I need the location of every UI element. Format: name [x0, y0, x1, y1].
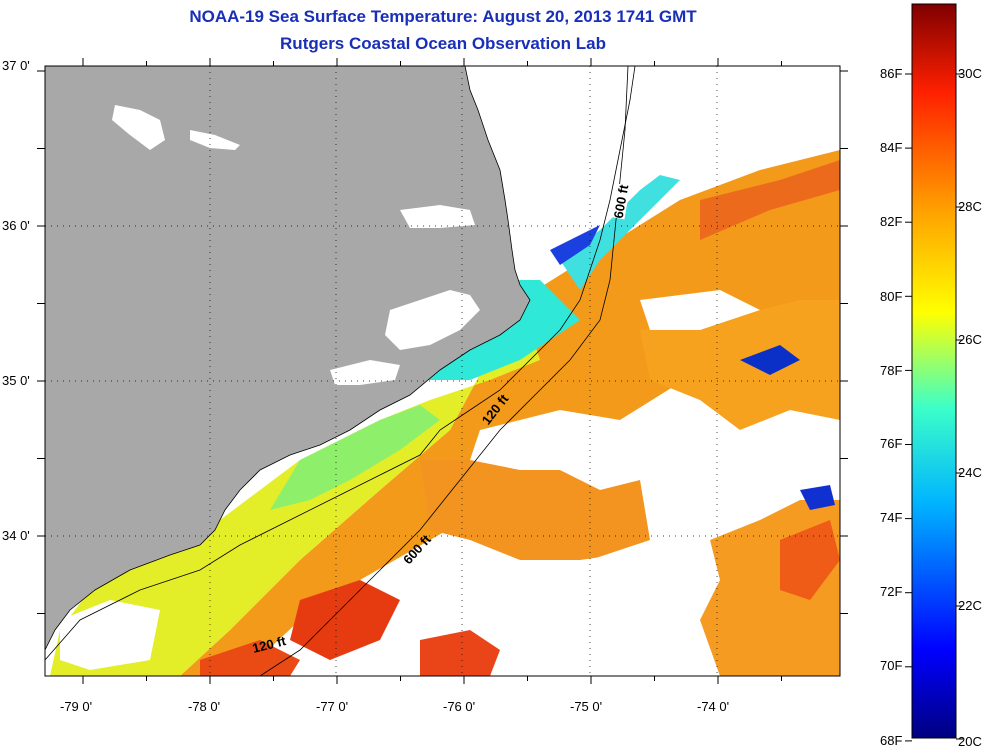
cloud-patch	[470, 410, 640, 470]
colorbar-ticks	[905, 73, 963, 742]
cloud-patch	[640, 290, 760, 330]
colorbar-c-label: 22C	[958, 598, 982, 613]
colorbar-f-label: 76F	[880, 436, 903, 451]
sst-hot-patch	[420, 630, 500, 676]
colorbar-f-label: 68F	[880, 733, 903, 748]
sst-hot-band	[700, 160, 840, 240]
cloud-patch	[540, 550, 700, 676]
lat-label: 34 0'	[2, 528, 30, 543]
colorbar-f-label: 70F	[880, 658, 903, 673]
albemarle-sound	[400, 205, 475, 228]
graticule	[45, 66, 840, 676]
lon-label: -78 0'	[188, 699, 221, 714]
colorbar-f-label: 86F	[880, 66, 903, 81]
colorbar	[911, 3, 957, 739]
colorbar-f-label: 82F	[880, 214, 903, 229]
colorbar-f-label: 80F	[880, 289, 903, 304]
colorbar-f-label: 84F	[880, 140, 903, 155]
colorbar-c-label: 26C	[958, 332, 982, 347]
lon-label: -79 0'	[60, 699, 93, 714]
colorbar-c-label: 30C	[958, 66, 982, 81]
lon-label: -76 0'	[443, 699, 476, 714]
colorbar-c-label: 20C	[958, 734, 982, 749]
lon-label: -77 0'	[316, 699, 349, 714]
colorbar-c-label: 24C	[958, 465, 982, 480]
colorbar-c-label: 28C	[958, 199, 982, 214]
inland-lake	[112, 105, 165, 150]
map-subtitle: Rutgers Coastal Ocean Observation Lab	[280, 34, 606, 53]
lat-label: 36 0'	[2, 218, 30, 233]
sst-gulfstream-edge	[560, 175, 680, 290]
map-frame	[44, 65, 841, 677]
lon-label: -74 0'	[697, 699, 730, 714]
sst-cold-blue	[550, 225, 600, 265]
lat-label: 37 0'	[2, 58, 30, 73]
colorbar-f-label: 78F	[880, 363, 903, 378]
colorbar-f-label: 74F	[880, 510, 903, 525]
lat-label: 35 0'	[2, 373, 30, 388]
pamlico-sound	[385, 290, 480, 350]
river-estuary	[330, 360, 400, 385]
sst-warm-south	[420, 460, 650, 560]
inland-lake	[190, 130, 240, 150]
sst-hot-patch	[780, 520, 840, 600]
axis-ticks	[37, 58, 848, 684]
sst-cold-blue	[800, 485, 835, 510]
sst-warm-east	[640, 300, 840, 430]
sst-cold-blue	[740, 345, 800, 375]
sst-hot-patch	[200, 640, 300, 676]
sst-shelf-green	[270, 405, 440, 510]
sst-warm-offshore	[180, 150, 840, 676]
lon-label: -75 0'	[570, 699, 603, 714]
sst-hot-patch	[290, 580, 400, 660]
map-title: NOAA-19 Sea Surface Temperature: August …	[189, 7, 697, 26]
contour-120ft	[45, 66, 636, 661]
colorbar-f-label: 72F	[880, 584, 903, 599]
